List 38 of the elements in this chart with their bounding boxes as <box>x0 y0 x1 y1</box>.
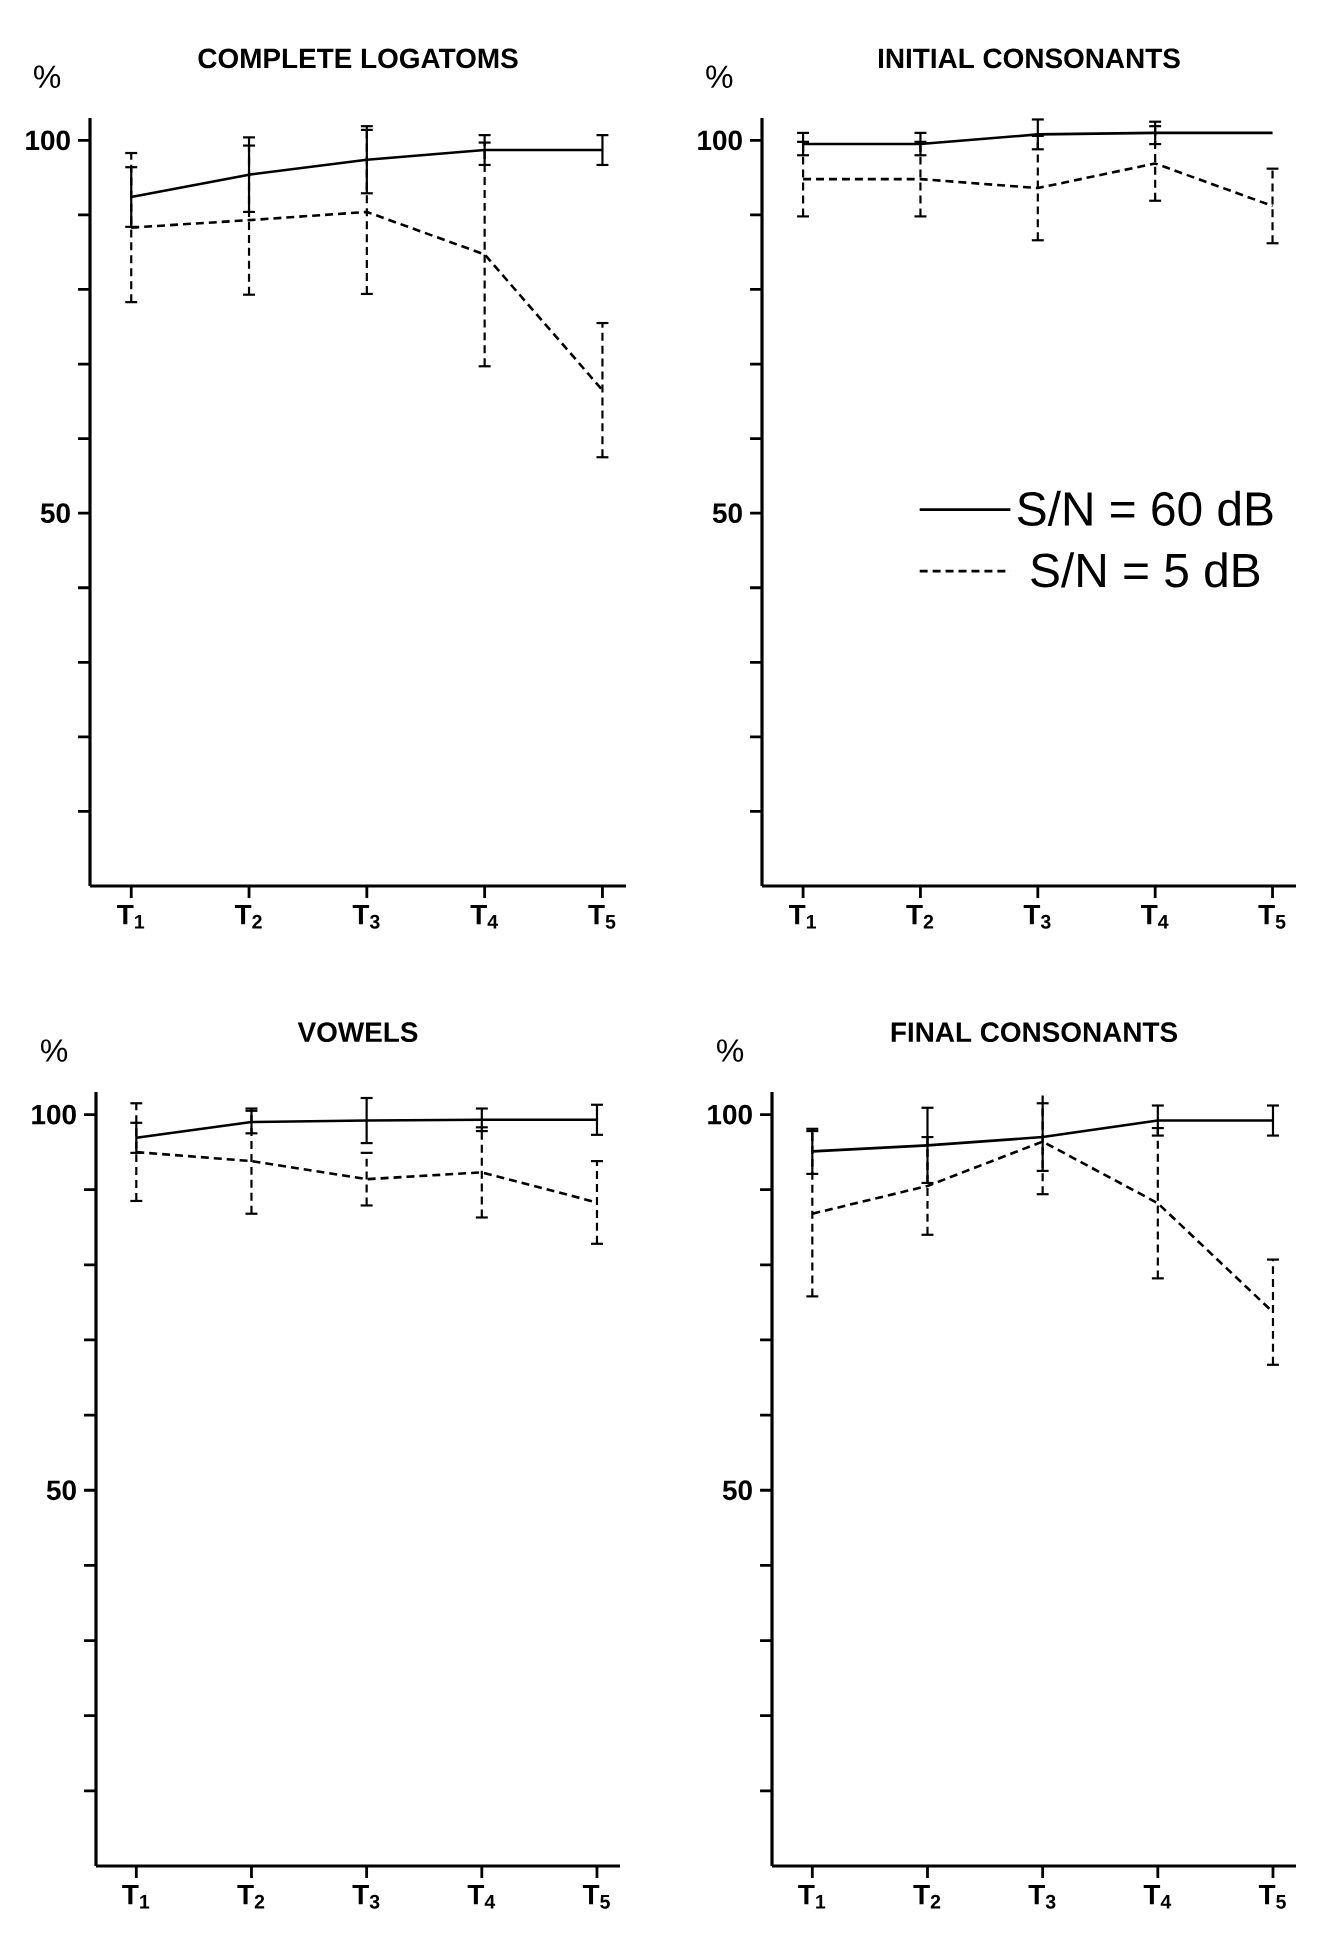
x-tick-label: T$_{1}$ <box>798 1885 826 1909</box>
x-tick-label: T$_{5}$ <box>588 904 616 929</box>
x-tick-label: T$_{5}$ <box>1258 904 1286 929</box>
chart-title: COMPLETE LOGATOMS <box>198 48 518 69</box>
x-tick-label: T$_{5}$ <box>582 1885 610 1909</box>
legend-label: S/N = 5 dB <box>1031 552 1260 588</box>
x-tick-label: T$_{3}$ <box>1023 904 1051 929</box>
x-tick-label: T$_{4}$ <box>1141 904 1169 929</box>
y-axis-title: % <box>34 65 61 88</box>
x-tick-label: T$_{3}$ <box>1028 1885 1056 1909</box>
x-tick-label: T$_{4}$ <box>470 904 498 929</box>
x-tick-label: T$_{3}$ <box>352 904 380 929</box>
x-tick-label: T$_{2}$ <box>237 1885 265 1909</box>
y-axis-title: % <box>706 65 733 88</box>
x-tick-label: T$_{2}$ <box>234 904 262 929</box>
x-tick-label: T$_{2}$ <box>906 904 934 929</box>
legend-label: S/N = 60 dB <box>1017 490 1273 526</box>
x-tick-label: T$_{2}$ <box>913 1885 941 1909</box>
x-tick-label: T$_{4}$ <box>467 1885 496 1909</box>
x-tick-label: T$_{1}$ <box>117 904 145 929</box>
y-tick-label: 50 <box>40 503 70 524</box>
y-tick-label: 50 <box>722 1480 752 1501</box>
y-tick-label: 100 <box>32 1104 76 1125</box>
x-tick-label: T$_{3}$ <box>352 1885 380 1909</box>
x-tick-label: T$_{4}$ <box>1143 1885 1172 1909</box>
x-tick-label: T$_{1}$ <box>122 1885 150 1909</box>
y-tick-label: 50 <box>46 1480 76 1501</box>
y-tick-label: 100 <box>698 130 742 151</box>
y-tick-label: 100 <box>708 1104 752 1125</box>
x-tick-label: T$_{1}$ <box>788 904 816 929</box>
y-tick-label: 100 <box>26 130 70 151</box>
y-axis-title: % <box>41 1039 68 1062</box>
y-axis-title: % <box>717 1039 744 1062</box>
chart-title: VOWELS <box>297 1022 418 1043</box>
chart-title: FINAL CONSONANTS <box>891 1022 1178 1043</box>
y-tick-label: 50 <box>712 503 742 524</box>
chart-title: INITIAL CONSONANTS <box>879 48 1180 69</box>
x-tick-label: T$_{5}$ <box>1258 1885 1286 1909</box>
